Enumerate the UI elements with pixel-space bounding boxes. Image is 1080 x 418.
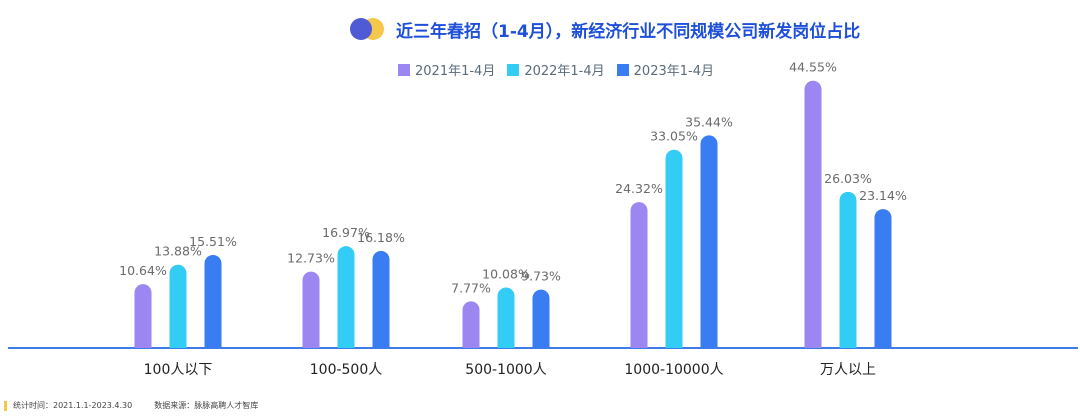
bar-2-0 bbox=[204, 254, 222, 348]
data-label-0-0: 10.64% bbox=[119, 263, 167, 278]
footer-accent-bar bbox=[4, 400, 7, 411]
legend-label-2022: 2022年1-4月 bbox=[524, 64, 605, 79]
legend-label-2023: 2023年1-4月 bbox=[633, 64, 714, 79]
chart-header: 近三年春招（1-4月），新经济行业不同规模公司新发岗位占比 bbox=[350, 14, 860, 44]
category-label-3: 1000-10000人 bbox=[624, 362, 723, 378]
data-label-2-4: 23.14% bbox=[859, 188, 907, 203]
data-label-0-1: 12.73% bbox=[287, 251, 335, 266]
bar-2-1 bbox=[372, 250, 390, 348]
data-label-1-3: 33.05% bbox=[650, 129, 698, 144]
legend-swatch-2022 bbox=[507, 63, 520, 76]
bar-2-2 bbox=[532, 289, 550, 348]
category-label-2: 500-1000人 bbox=[465, 362, 546, 378]
data-label-0-4: 44.55% bbox=[789, 60, 837, 75]
legend-item-2022: 2022年1-4月 bbox=[507, 60, 605, 79]
bar-1-3 bbox=[665, 149, 683, 348]
bar-1-0 bbox=[169, 264, 187, 348]
bar-1-2 bbox=[497, 287, 515, 348]
footer-stat-time: 统计时间：2021.1.1-2023.4.30 bbox=[13, 401, 133, 410]
data-label-2-0: 15.51% bbox=[189, 234, 237, 249]
bar-2-4 bbox=[874, 209, 892, 348]
bar-2-3 bbox=[700, 135, 718, 348]
bar-chart: 10.64% 13.88%15.51% 100人以下 12.73% 16.97%16.1… bbox=[8, 60, 1078, 378]
chart-title: 近三年春招（1-4月），新经济行业不同规模公司新发岗位占比 bbox=[396, 21, 861, 42]
bar-0-4 bbox=[804, 80, 822, 348]
data-label-1-0: 13.88% bbox=[154, 244, 202, 259]
data-label-0-3: 24.32% bbox=[615, 181, 663, 196]
legend-swatch-2023 bbox=[616, 63, 629, 76]
bar-1-4 bbox=[839, 191, 857, 348]
bar-0-0 bbox=[134, 284, 152, 348]
bar-1-1 bbox=[337, 246, 355, 348]
category-label-0: 100人以下 bbox=[144, 362, 213, 378]
data-label-0-2: 7.77% bbox=[451, 280, 491, 295]
data-label-1-1: 16.97% bbox=[322, 225, 370, 240]
footer-source: 数据来源：脉脉高聘人才智库 bbox=[154, 401, 259, 410]
category-label-1: 100-500人 bbox=[310, 362, 383, 378]
data-label-2-3: 35.44% bbox=[685, 114, 733, 129]
data-label-2-2: 9.73% bbox=[521, 269, 561, 284]
legend-label-2021: 2021年1-4月 bbox=[415, 64, 496, 79]
legend-swatch-2021 bbox=[398, 63, 410, 76]
bar-0-3 bbox=[630, 202, 648, 348]
bar-0-1 bbox=[302, 271, 320, 348]
legend-item-2023: 2023年1-4月 bbox=[616, 60, 714, 79]
blue-dot-icon bbox=[350, 18, 372, 40]
footer: 统计时间：2021.1.1-2023.4.30 数据来源：脉脉高聘人才智库 bbox=[4, 400, 258, 411]
legend: 2021年1-4月 2022年1-4月 2023年1-4月 bbox=[398, 60, 726, 79]
logo-dots-icon bbox=[350, 17, 386, 41]
bar-0-2 bbox=[462, 301, 480, 348]
legend-item-2021: 2021年1-4月 bbox=[398, 60, 495, 79]
data-label-2-1: 16.18% bbox=[357, 230, 405, 245]
category-label-4: 万人以上 bbox=[820, 362, 876, 378]
data-label-1-4: 26.03% bbox=[824, 171, 872, 186]
data-label-1-2: 10.08% bbox=[482, 267, 530, 282]
